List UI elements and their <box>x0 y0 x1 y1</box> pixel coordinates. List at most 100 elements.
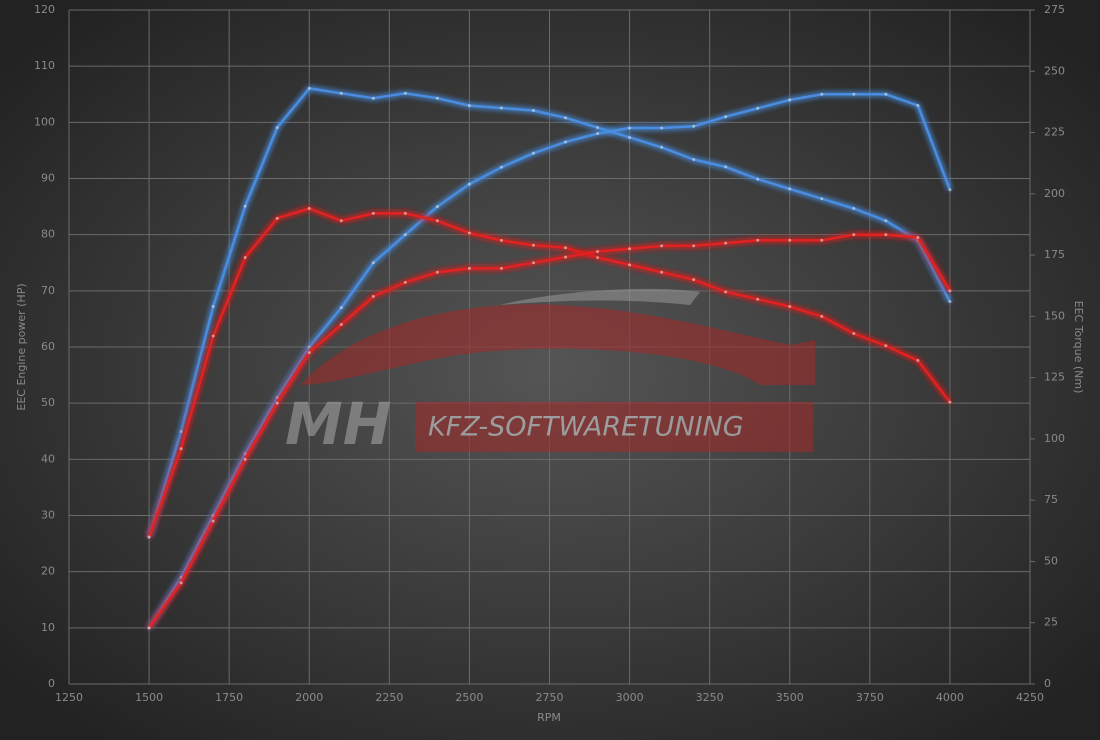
point <box>403 211 407 215</box>
series-line <box>147 87 952 538</box>
point <box>788 187 792 191</box>
point <box>884 92 888 96</box>
point <box>243 457 247 461</box>
x-tick-label: 4250 <box>1016 691 1044 704</box>
point <box>948 300 952 304</box>
point <box>916 358 920 362</box>
point <box>339 323 343 327</box>
y-tick-label: 10 <box>41 621 55 634</box>
point <box>596 256 600 260</box>
x-tick-label: 3000 <box>616 691 644 704</box>
point <box>339 219 343 223</box>
y2-tick-label: 125 <box>1044 371 1065 384</box>
point <box>916 103 920 107</box>
point <box>243 204 247 208</box>
point <box>499 106 503 110</box>
point <box>852 332 856 336</box>
y2-tick-label: 0 <box>1044 677 1051 690</box>
y2-tick-label: 75 <box>1044 493 1058 506</box>
point <box>179 430 183 434</box>
y-tick-label: 20 <box>41 565 55 578</box>
y2-tick-label: 25 <box>1044 616 1058 629</box>
point <box>628 135 632 139</box>
watermark-text: KFZ-SOFTWARETUNING <box>428 412 744 443</box>
point <box>211 334 215 338</box>
point <box>948 289 952 293</box>
point <box>179 447 183 451</box>
x-tick-label: 1750 <box>215 691 243 704</box>
y2-tick-label: 275 <box>1044 3 1065 16</box>
x-tick-label: 2500 <box>455 691 483 704</box>
point <box>275 401 279 405</box>
point <box>596 132 600 136</box>
point <box>307 86 311 90</box>
point <box>564 255 568 259</box>
x-tick-label: 1250 <box>55 691 83 704</box>
y2-axis-label: EEC Torque (Nm) <box>1072 301 1085 394</box>
point <box>307 345 311 349</box>
point <box>692 244 696 248</box>
point <box>692 158 696 162</box>
series-line <box>148 93 952 629</box>
point <box>628 247 632 251</box>
point <box>403 91 407 95</box>
point <box>435 96 439 100</box>
point <box>948 400 952 404</box>
x-tick-label: 4000 <box>936 691 964 704</box>
point <box>403 233 407 237</box>
point <box>531 108 535 112</box>
point <box>724 165 728 169</box>
watermark-roof <box>500 288 700 305</box>
point <box>756 106 760 110</box>
point <box>371 96 375 100</box>
x-tick-label: 3750 <box>856 691 884 704</box>
x-tick-label: 3250 <box>696 691 724 704</box>
y-tick-label: 40 <box>41 452 55 465</box>
y2-tick-label: 200 <box>1044 187 1065 200</box>
x-tick-label: 2250 <box>375 691 403 704</box>
point <box>660 145 664 149</box>
point <box>531 243 535 247</box>
point <box>147 626 151 630</box>
point <box>692 278 696 282</box>
y-tick-label: 60 <box>41 340 55 353</box>
x-axis-label: RPM <box>537 711 561 724</box>
point <box>788 238 792 242</box>
point <box>307 207 311 211</box>
point <box>724 241 728 245</box>
point <box>403 280 407 284</box>
point <box>499 266 503 270</box>
watermark-car <box>300 304 815 385</box>
point <box>660 126 664 130</box>
point <box>531 261 535 265</box>
point <box>756 297 760 301</box>
watermark-logo: MH <box>285 390 391 458</box>
point <box>756 177 760 181</box>
y2-tick-label: 225 <box>1044 126 1065 139</box>
point <box>628 126 632 130</box>
point <box>596 250 600 254</box>
y-tick-label: 120 <box>34 3 55 16</box>
point <box>660 244 664 248</box>
x-tick-label: 3500 <box>776 691 804 704</box>
point <box>339 91 343 95</box>
point <box>435 219 439 223</box>
point <box>371 261 375 265</box>
point <box>852 207 856 211</box>
point <box>564 246 568 250</box>
point <box>820 238 824 242</box>
y2-tick-label: 150 <box>1044 309 1065 322</box>
y2-tick-label: 175 <box>1044 248 1065 261</box>
point <box>820 314 824 318</box>
y-tick-label: 50 <box>41 396 55 409</box>
point <box>371 294 375 298</box>
point <box>564 140 568 144</box>
point <box>467 266 471 270</box>
y-axis-label: EEC Engine power (HP) <box>15 283 28 410</box>
point <box>596 126 600 130</box>
point <box>788 98 792 102</box>
y-tick-label: 30 <box>41 509 55 522</box>
point <box>884 233 888 237</box>
series-line <box>147 207 951 538</box>
